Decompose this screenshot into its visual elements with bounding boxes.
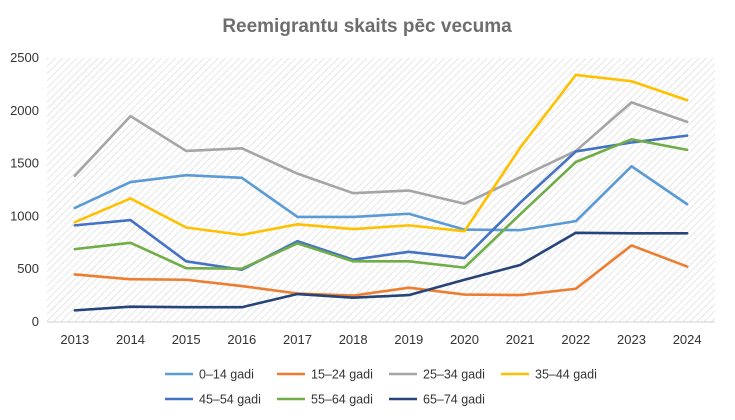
plot-area [47,58,715,322]
x-axis: 2013 2014 2015 2016 2017 2018 2019 2020 2021 2022… [47,321,715,347]
legend-label: 25–34 gadi [423,368,485,382]
series-line-6 [73,138,689,270]
x-tick-label: 2018 [339,332,368,347]
y-axis: 0 500 1000 1500 2000 2500 [10,50,39,329]
x-tick-label: 2013 [60,332,89,347]
legend-label: 45–54 gadi [199,393,261,407]
series-line-1 [73,164,689,232]
y-tick-label: 2500 [10,50,39,65]
y-tick-label: 0 [32,314,39,329]
y-tick-label: 1000 [10,208,39,223]
chart-title: Reemigrantu skaits pēc vecuma [222,16,512,37]
y-tick-label: 2000 [10,103,39,118]
series-layer [73,73,689,312]
x-tick-label: 2015 [172,332,201,347]
legend-label: 0–14 gadi [199,368,254,382]
x-tick-label: 2024 [673,332,702,347]
series-line-2 [73,244,689,297]
y-tick-label: 1500 [10,156,39,171]
x-tick-label: 2016 [227,332,256,347]
x-tick-label: 2023 [617,332,646,347]
x-tick-label: 2017 [283,332,312,347]
x-tick-label: 2022 [561,332,590,347]
legend-label: 55–64 gadi [311,393,373,407]
series-line-5 [73,134,689,272]
legend-label: 15–24 gadi [311,368,373,382]
x-tick-label: 2014 [116,332,145,347]
x-tick-label: 2019 [394,332,423,347]
series-line-7 [73,231,689,312]
series-line-3 [73,101,689,206]
y-tick-label: 500 [17,261,39,276]
x-tick-label: 2021 [506,332,535,347]
x-tick-label: 2020 [450,332,479,347]
series-line-4 [73,73,689,237]
legend-label: 65–74 gadi [423,393,485,407]
legend-label: 35–44 gadi [535,368,597,382]
legend: 0–14 gadi 15–24 gadi 25–34 gadi 35–44 gadi 4… [165,368,597,407]
